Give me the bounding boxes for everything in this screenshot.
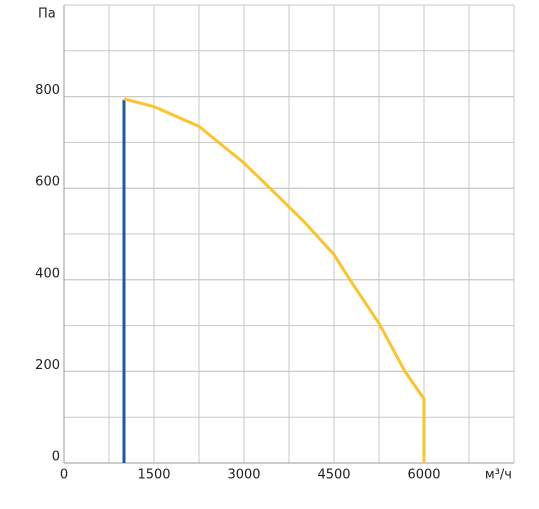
y-tick-label: 800 xyxy=(35,83,60,98)
x-tick-label: 0 xyxy=(60,468,68,483)
y-tick-label: 200 xyxy=(35,358,60,373)
x-axis-label: м³/ч xyxy=(485,468,512,483)
x-tick-label: 1500 xyxy=(137,468,170,483)
y-tick-label: 400 xyxy=(35,266,60,281)
y-axis-label: Па xyxy=(38,7,56,22)
y-tick-label: 0 xyxy=(52,450,60,465)
x-tick-label: 6000 xyxy=(407,468,440,483)
series-line xyxy=(123,97,426,463)
y-tick-label: 600 xyxy=(35,175,60,190)
x-tick-label: 4500 xyxy=(317,468,350,483)
x-tick-label: 3000 xyxy=(227,468,260,483)
